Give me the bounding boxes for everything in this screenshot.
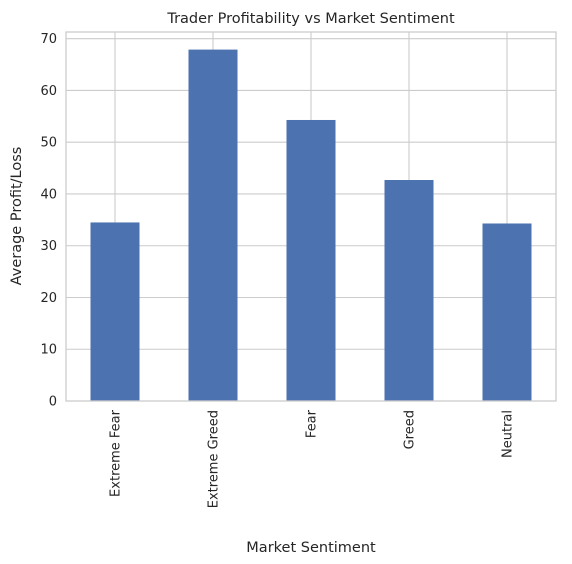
y-tick-label: 70 (40, 32, 57, 47)
y-tick-labels: 0 10 20 30 40 50 60 70 (40, 32, 57, 409)
bar-extreme-fear (90, 222, 140, 401)
x-tick-label: Extreme Greed (207, 410, 222, 508)
x-tick-label: Fear (305, 409, 320, 438)
plot-frame (65, 31, 557, 402)
x-tick-label: Greed (403, 410, 418, 449)
y-tick-label: 50 (40, 136, 57, 151)
y-tick-label: 10 (40, 343, 57, 358)
x-tick-label: Extreme Fear (109, 409, 124, 497)
y-axis-label: Average Profit/Loss (9, 147, 25, 286)
x-tick-labels: Extreme Fear Extreme Greed Fear Greed Neutra… (109, 409, 516, 508)
bar-fear (286, 119, 336, 402)
y-tick-label: 60 (40, 84, 57, 99)
bar-neutral (482, 223, 532, 401)
y-tick-label: 30 (40, 239, 57, 254)
chart-title: Trader Profitability vs Market Sentiment (166, 11, 455, 27)
x-axis-label: Market Sentiment (246, 540, 376, 556)
y-tick-label: 20 (40, 291, 57, 306)
y-tick-label: 0 (49, 395, 57, 410)
bars-layer (90, 49, 532, 402)
y-tick-label: 40 (40, 187, 57, 202)
bar-extreme-greed (188, 49, 238, 402)
bar-greed (384, 180, 434, 401)
x-tick-label: Neutral (501, 410, 516, 458)
